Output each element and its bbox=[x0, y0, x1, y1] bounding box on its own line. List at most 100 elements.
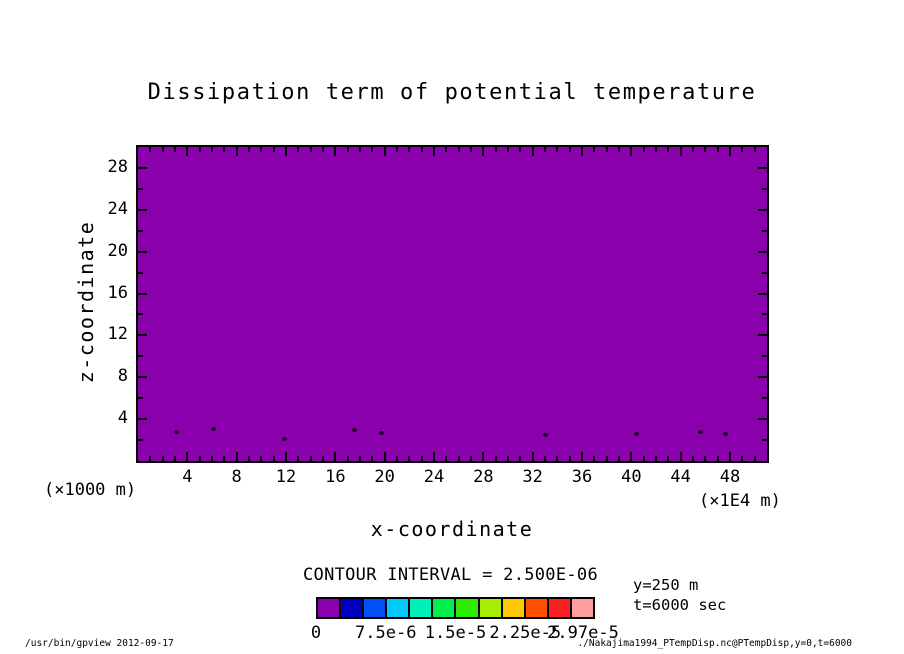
x-tick-mark bbox=[359, 456, 361, 461]
x-tick-mark bbox=[667, 147, 670, 152]
y-tick-mark bbox=[758, 334, 767, 337]
contour-feature bbox=[723, 431, 729, 436]
x-tick-mark bbox=[729, 147, 731, 156]
x-tick-mark bbox=[457, 147, 460, 152]
x-tick-mark bbox=[470, 147, 472, 152]
x-tick-mark bbox=[642, 456, 645, 461]
x-tick-mark bbox=[482, 147, 485, 156]
colorbar-cell bbox=[410, 599, 432, 617]
x-tick-mark bbox=[383, 452, 386, 461]
x-tick-mark bbox=[630, 452, 633, 461]
x-tick-mark bbox=[445, 456, 448, 461]
x-tick-mark bbox=[346, 147, 349, 152]
x-tick-mark bbox=[531, 147, 534, 156]
x-tick-label: 28 bbox=[473, 467, 494, 487]
y-tick-mark bbox=[758, 292, 767, 295]
y-tick-label: 8 bbox=[117, 366, 128, 387]
x-tick-label: 8 bbox=[231, 467, 242, 487]
x-tick-mark bbox=[211, 456, 213, 461]
y-tick-mark bbox=[762, 439, 767, 442]
x-tick-mark bbox=[334, 452, 337, 461]
x-tick-label: 40 bbox=[621, 467, 642, 487]
x-tick-mark bbox=[482, 452, 485, 461]
x-tick-mark bbox=[544, 147, 546, 152]
contour-feature bbox=[351, 427, 357, 432]
x-tick-mark bbox=[198, 147, 201, 152]
x-tick-mark bbox=[420, 456, 423, 461]
x-tick-mark bbox=[556, 456, 559, 461]
y-tick-mark bbox=[762, 355, 767, 358]
y-tick-mark bbox=[758, 166, 767, 169]
x-tick-mark bbox=[704, 456, 707, 461]
x-tick-mark bbox=[174, 147, 176, 152]
x-tick-mark bbox=[211, 147, 213, 152]
colorbar-cell bbox=[502, 599, 524, 617]
y-tick-mark bbox=[762, 271, 767, 274]
x-tick-mark bbox=[655, 456, 657, 461]
contour-feature bbox=[698, 429, 704, 434]
y-tick-label: 28 bbox=[107, 156, 128, 177]
colorbar-tick-label: 1.5e-5 bbox=[424, 623, 487, 643]
x-tick-mark bbox=[223, 147, 226, 152]
colorbar-tick-label: 2.25e-5 bbox=[489, 623, 562, 643]
contour-feature bbox=[174, 429, 180, 434]
y-tick-mark bbox=[758, 418, 767, 421]
x-tick-mark bbox=[322, 456, 324, 461]
y-tick-label: 24 bbox=[107, 198, 128, 219]
x-tick-mark bbox=[272, 147, 275, 152]
y-tick-mark bbox=[138, 313, 143, 316]
x-tick-mark bbox=[297, 147, 300, 152]
x-tick-label: 44 bbox=[670, 467, 691, 487]
x-tick-mark bbox=[297, 456, 300, 461]
footer-datasource: ./Nakajima1994_PTempDisp.nc@PTempDisp,y=… bbox=[577, 638, 852, 649]
x-tick-mark bbox=[581, 147, 583, 156]
x-tick-mark bbox=[642, 147, 645, 152]
x-tick-mark bbox=[235, 452, 238, 461]
x-tick-mark bbox=[408, 147, 411, 152]
annotation-t: t=6000 sec bbox=[633, 596, 727, 614]
y-tick-mark bbox=[762, 397, 767, 400]
x-tick-mark bbox=[494, 147, 497, 152]
x-tick-mark bbox=[618, 147, 620, 152]
colorbar-cell bbox=[479, 599, 501, 617]
y-tick-mark bbox=[138, 187, 143, 190]
x-tick-mark bbox=[704, 147, 707, 152]
x-tick-mark bbox=[593, 147, 596, 152]
x-tick-mark bbox=[161, 147, 164, 152]
contour-feature bbox=[378, 430, 384, 435]
x-tick-mark bbox=[655, 147, 657, 152]
x-tick-mark bbox=[593, 456, 596, 461]
x-tick-mark bbox=[248, 147, 250, 152]
x-tick-mark bbox=[692, 456, 694, 461]
x-tick-mark bbox=[519, 147, 522, 152]
x-tick-mark bbox=[556, 147, 559, 152]
annotation-block: y=250 m t=6000 sec bbox=[633, 575, 726, 615]
x-tick-mark bbox=[248, 456, 250, 461]
y-tick-mark bbox=[138, 376, 147, 379]
contour-feature bbox=[543, 432, 548, 437]
x-axis-unit: (×1E4 m) bbox=[699, 491, 781, 511]
x-tick-mark bbox=[396, 147, 398, 152]
x-tick-mark bbox=[371, 456, 374, 461]
x-tick-mark bbox=[149, 147, 152, 152]
x-tick-mark bbox=[507, 456, 509, 461]
x-tick-mark bbox=[186, 452, 189, 461]
x-tick-mark bbox=[285, 452, 287, 461]
x-tick-mark bbox=[161, 456, 164, 461]
contour-interval-label: CONTOUR INTERVAL = 2.500E-06 bbox=[303, 565, 598, 585]
x-tick-mark bbox=[679, 147, 682, 156]
x-tick-mark bbox=[753, 456, 756, 461]
x-tick-mark bbox=[667, 456, 670, 461]
plot-area bbox=[136, 145, 769, 463]
y-tick-mark bbox=[758, 250, 767, 253]
y-tick-mark bbox=[138, 334, 147, 337]
x-tick-label: 4 bbox=[182, 467, 193, 487]
x-tick-mark bbox=[223, 456, 226, 461]
y-tick-mark bbox=[138, 229, 143, 232]
colorbar-cell bbox=[525, 599, 547, 617]
x-tick-mark bbox=[679, 452, 682, 461]
x-tick-mark bbox=[359, 147, 361, 152]
x-tick-mark bbox=[396, 456, 398, 461]
y-tick-label: 16 bbox=[107, 282, 128, 303]
x-tick-label: 36 bbox=[571, 467, 593, 487]
